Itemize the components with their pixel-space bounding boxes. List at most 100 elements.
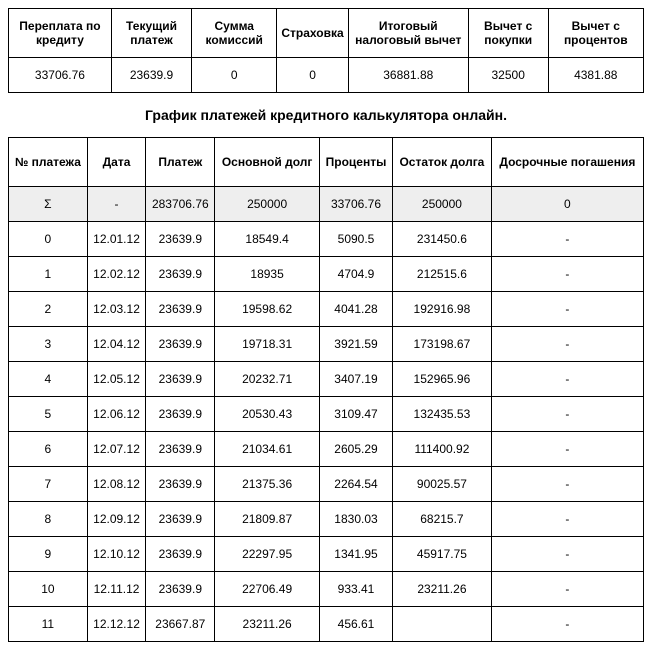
schedule-cell: 231450.6 [393,222,492,257]
schedule-cell: 23639.9 [146,537,215,572]
schedule-cell: 0 [491,187,643,222]
schedule-cell: 23639.9 [146,292,215,327]
schedule-cell [393,607,492,642]
schedule-cell: 21809.87 [215,502,320,537]
schedule-cell: 23639.9 [146,572,215,607]
schedule-cell: 456.61 [319,607,392,642]
schedule-cell: 12.02.12 [87,257,146,292]
schedule-cell: 8 [9,502,88,537]
schedule-cell: 1 [9,257,88,292]
schedule-cell: 3921.59 [319,327,392,362]
summary-header: Итоговый налоговый вычет [348,9,468,58]
summary-cell: 4381.88 [548,58,643,93]
schedule-cell: - [491,607,643,642]
summary-cell: 23639.9 [111,58,191,93]
summary-header: Вычет с покупки [468,9,548,58]
schedule-cell: 21375.36 [215,467,320,502]
schedule-cell: 68215.7 [393,502,492,537]
schedule-cell: 5 [9,397,88,432]
summary-table: Переплата по кредиту Текущий платеж Сумм… [8,8,644,93]
schedule-cell: 19718.31 [215,327,320,362]
schedule-cell: 23639.9 [146,432,215,467]
summary-header: Сумма комиссий [192,9,277,58]
schedule-cell: - [491,292,643,327]
schedule-row: 312.04.1223639.919718.313921.59173198.67… [9,327,644,362]
schedule-header-row: № платежа Дата Платеж Основной долг Проц… [9,138,644,187]
schedule-header: Остаток долга [393,138,492,187]
schedule-header: Платеж [146,138,215,187]
schedule-cell: 7 [9,467,88,502]
schedule-cell: 12.04.12 [87,327,146,362]
schedule-row: 912.10.1223639.922297.951341.9545917.75- [9,537,644,572]
schedule-cell: 20530.43 [215,397,320,432]
summary-header-row: Переплата по кредиту Текущий платеж Сумм… [9,9,644,58]
schedule-cell: - [491,537,643,572]
schedule-sigma-row: Σ-283706.7625000033706.762500000 [9,187,644,222]
schedule-cell: 1830.03 [319,502,392,537]
schedule-cell: 2 [9,292,88,327]
schedule-cell: 3407.19 [319,362,392,397]
schedule-cell: 0 [9,222,88,257]
schedule-table: № платежа Дата Платеж Основной долг Проц… [8,137,644,642]
schedule-cell: 2264.54 [319,467,392,502]
schedule-header: Досрочные погашения [491,138,643,187]
schedule-cell: 11 [9,607,88,642]
schedule-cell: 23639.9 [146,257,215,292]
schedule-cell: - [491,257,643,292]
schedule-header: Проценты [319,138,392,187]
schedule-cell: 152965.96 [393,362,492,397]
schedule-row: 512.06.1223639.920530.433109.47132435.53… [9,397,644,432]
schedule-cell: 4041.28 [319,292,392,327]
schedule-row: 812.09.1223639.921809.871830.0368215.7- [9,502,644,537]
schedule-header: № платежа [9,138,88,187]
schedule-cell: 12.11.12 [87,572,146,607]
schedule-cell: 111400.92 [393,432,492,467]
schedule-cell: 23639.9 [146,222,215,257]
schedule-cell: 173198.67 [393,327,492,362]
schedule-cell: 12.10.12 [87,537,146,572]
schedule-cell: 6 [9,432,88,467]
schedule-cell: - [491,362,643,397]
schedule-cell: - [87,187,146,222]
schedule-cell: 45917.75 [393,537,492,572]
schedule-cell: 19598.62 [215,292,320,327]
schedule-cell: 23639.9 [146,467,215,502]
summary-header: Страховка [277,9,348,58]
summary-cell: 36881.88 [348,58,468,93]
schedule-cell: 250000 [215,187,320,222]
schedule-cell: 212515.6 [393,257,492,292]
page-title: График платежей кредитного калькулятора … [8,107,644,123]
schedule-cell: 90025.57 [393,467,492,502]
summary-cell: 0 [277,58,348,93]
schedule-row: 712.08.1223639.921375.362264.5490025.57- [9,467,644,502]
schedule-cell: 18549.4 [215,222,320,257]
schedule-cell: 9 [9,537,88,572]
schedule-cell: 3 [9,327,88,362]
schedule-cell: 192916.98 [393,292,492,327]
schedule-cell: 2605.29 [319,432,392,467]
schedule-cell: Σ [9,187,88,222]
schedule-cell: 23667.87 [146,607,215,642]
schedule-cell: - [491,222,643,257]
schedule-row: 112.02.1223639.9189354704.9212515.6- [9,257,644,292]
schedule-row: 212.03.1223639.919598.624041.28192916.98… [9,292,644,327]
schedule-cell: 23639.9 [146,327,215,362]
summary-cell: 32500 [468,58,548,93]
schedule-row: 012.01.1223639.918549.45090.5231450.6- [9,222,644,257]
schedule-cell: 1341.95 [319,537,392,572]
schedule-cell: 12.07.12 [87,432,146,467]
schedule-cell: 283706.76 [146,187,215,222]
schedule-cell: 12.12.12 [87,607,146,642]
schedule-cell: 23639.9 [146,397,215,432]
schedule-cell: 12.03.12 [87,292,146,327]
schedule-cell: 21034.61 [215,432,320,467]
schedule-cell: 132435.53 [393,397,492,432]
schedule-cell: 23639.9 [146,362,215,397]
schedule-cell: - [491,397,643,432]
schedule-cell: - [491,502,643,537]
schedule-cell: 23639.9 [146,502,215,537]
schedule-cell: - [491,432,643,467]
schedule-cell: 12.05.12 [87,362,146,397]
schedule-row: 412.05.1223639.920232.713407.19152965.96… [9,362,644,397]
schedule-row: 1012.11.1223639.922706.49933.4123211.26- [9,572,644,607]
